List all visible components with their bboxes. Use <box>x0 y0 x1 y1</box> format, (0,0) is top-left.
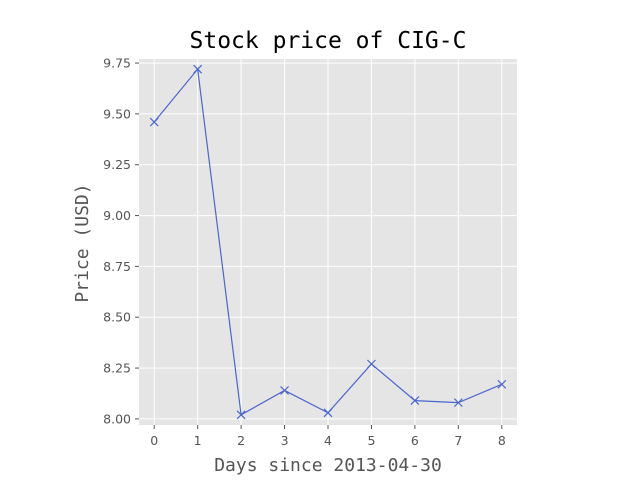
price-point-marker <box>453 398 463 408</box>
price-point-marker <box>236 410 246 420</box>
x-tick-label: 4 <box>324 433 332 448</box>
x-tick-label: 8 <box>498 433 506 448</box>
y-tick-label: 8.25 <box>103 361 131 376</box>
price-point-marker <box>149 117 159 127</box>
x-tick-label: 1 <box>194 433 202 448</box>
y-tick-label: 8.50 <box>103 310 131 325</box>
price-point-marker <box>410 396 420 406</box>
x-tick-label: 5 <box>367 433 375 448</box>
x-axis-label: Days since 2013-04-30 <box>214 455 442 476</box>
price-series <box>149 64 507 420</box>
x-tick-label: 3 <box>281 433 289 448</box>
price-point-marker <box>497 379 507 389</box>
x-tick-label: 2 <box>237 433 245 448</box>
y-tick-label: 8.00 <box>103 411 131 426</box>
price-point-marker <box>323 408 333 418</box>
x-tick-label: 6 <box>411 433 419 448</box>
y-axis-label: Price (USD) <box>72 183 93 302</box>
y-tick-label: 9.75 <box>103 56 131 71</box>
y-tick-label: 8.75 <box>103 259 131 274</box>
chart-title: Stock price of CIG-C <box>190 28 467 54</box>
x-tick-label: 7 <box>454 433 462 448</box>
price-point-marker <box>367 359 376 369</box>
price-point-marker <box>193 64 203 74</box>
x-axis-ticks: 0 1 2 3 4 5 6 7 8 <box>150 425 506 448</box>
y-tick-label: 9.00 <box>103 208 131 223</box>
y-tick-label: 9.25 <box>103 157 131 172</box>
y-tick-label: 9.50 <box>103 106 131 121</box>
y-axis-ticks: 8.00 8.25 8.50 8.75 9.00 9.25 9.50 9.75 <box>103 56 139 426</box>
price-point-marker <box>280 386 289 395</box>
gridlines <box>139 59 517 425</box>
x-tick-label: 0 <box>150 433 158 448</box>
